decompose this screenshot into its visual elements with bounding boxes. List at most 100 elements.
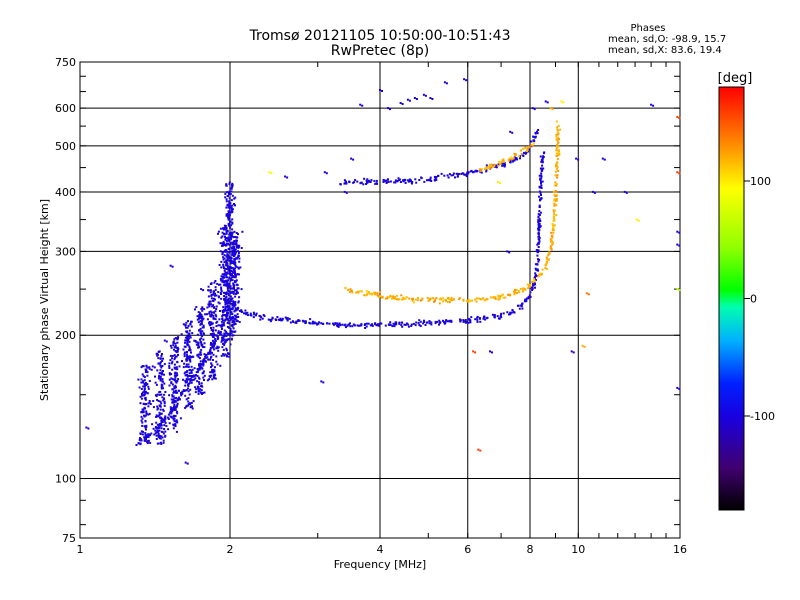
o_trace-point [537,235,540,238]
o_trace-point [395,323,398,326]
spread-f-point [174,425,177,428]
o_trace-point [415,181,418,184]
spread-f-point [173,390,175,393]
o_trace-point [531,289,534,291]
spread-f-point [194,386,197,389]
spread-f-point [209,343,212,346]
x_trace-point [528,145,531,148]
isolated-point [359,103,362,106]
x_trace-point [479,169,482,172]
spread-f-point [229,313,232,316]
spread-f-point [198,390,201,393]
x_trace-point [557,136,560,139]
spread-f-point [237,316,240,318]
spread-f-point [223,280,226,283]
spread-f-point [228,240,231,243]
spread-f-point [159,412,162,415]
x_trace-point [540,273,543,276]
o_trace-point [530,140,533,143]
spread-f-point [231,270,234,273]
spread-f-point [169,406,172,409]
o_trace-point [163,420,166,423]
spread-f-point [174,400,177,402]
isolated-point [678,116,681,119]
spread-f-point [237,301,240,304]
o_trace-point [510,311,513,314]
o_trace-point [263,315,266,318]
spread-f-point [161,396,164,399]
o_trace-point [311,320,314,323]
spread-f-point [225,239,228,242]
spread-f-point [164,421,167,424]
spread-f-point [229,238,232,241]
spread-f-point [228,277,231,280]
spread-f-point [223,267,225,270]
spread-f-point [202,376,205,379]
isolated-point [652,104,655,107]
x_trace-point [400,294,403,297]
spread-f-point [224,228,227,231]
o_trace-point [335,324,338,327]
spread-f-point [176,361,179,364]
colorbar-tick-label: 0 [750,293,757,306]
o_trace-point [501,164,504,167]
o_trace-point [503,162,506,165]
spread-f-point [227,279,229,282]
spread-f-point [198,383,201,385]
spread-f-point [221,280,224,283]
spread-f-point [187,385,190,387]
spread-f-point [159,377,162,380]
x_trace-point [556,128,559,131]
o_trace-point [448,320,451,323]
o_trace-point [148,433,151,436]
x_trace-point [553,204,556,207]
spread-f-point [213,340,216,343]
spread-f-point [214,338,216,341]
spread-f-point [202,371,205,374]
spread-f-point [140,397,143,400]
isolated-point [570,350,573,353]
o_trace-point [352,323,355,326]
x_trace-point [507,294,510,296]
spread-f-point [195,388,198,391]
x_trace-point [489,165,492,168]
o_trace-point [536,130,538,133]
spread-f-point [217,324,220,327]
isolated-point [601,157,604,160]
spread-f-point [147,385,150,388]
spread-f-point [185,371,188,374]
spread-f-point [228,243,231,246]
spread-f-point [236,308,239,311]
spread-f-point [163,363,166,366]
spread-f-point [228,204,231,207]
spread-f-point [140,430,143,433]
spread-f-point [189,356,192,359]
o_trace-point [537,269,540,272]
spread-f-point [216,282,219,285]
o_trace-point [537,226,540,229]
spread-f-point [198,364,200,367]
spread-f-point [159,364,162,367]
spread-f-point [203,353,206,356]
o_trace-point [528,294,531,297]
spread-f-point [235,242,238,245]
o_trace-point [537,228,540,231]
spread-f-point [171,368,174,371]
x_trace-point [531,144,534,147]
spread-f-point [191,407,194,410]
o_trace-point [311,322,314,325]
spread-f-point [226,271,229,274]
isolated-point [479,449,482,452]
o_trace-point [467,317,470,320]
spread-f-point [172,344,175,347]
spread-f-point [184,406,187,409]
x_trace-point [467,298,470,301]
x_trace-point [513,293,516,296]
o_trace-point [459,318,461,321]
spread-f-point [232,334,235,337]
spread-f-point [202,361,205,364]
spread-f-point [233,318,236,321]
spread-f-point [147,387,150,390]
spread-f-point [155,438,158,440]
spread-f-point [216,347,219,350]
